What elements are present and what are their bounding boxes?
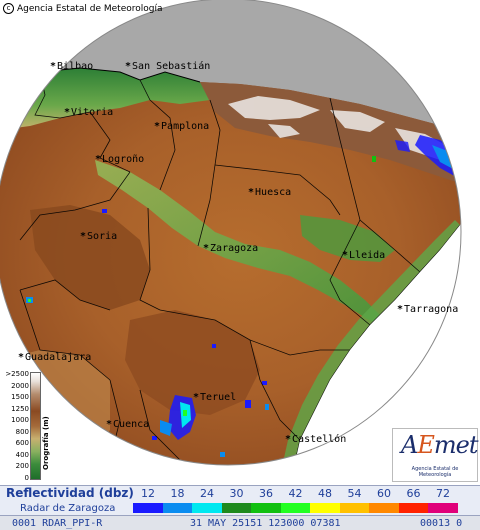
orography-tick: 0 <box>24 474 29 482</box>
radar-map <box>0 0 462 466</box>
city-name: Soria <box>87 231 118 242</box>
radar-range-ring <box>0 0 462 466</box>
city-marker-icon: * <box>397 304 404 315</box>
orography-scale: >2500 2000 1500 1250 1000 800 600 400 200 0 Orogr… <box>2 370 52 482</box>
legend-level-value: 42 <box>288 487 303 500</box>
legend-subtitle: Radar de Zaragoza <box>20 503 116 514</box>
city-marker-icon: * <box>18 352 25 363</box>
legend-color-swatch <box>192 503 222 513</box>
legend-title: Reflectividad (dbz) <box>6 486 134 500</box>
city-label: *Guadalajara <box>18 353 91 363</box>
city-marker-icon: * <box>106 419 113 430</box>
orography-color-bar <box>30 372 41 480</box>
legend-level-value: 30 <box>229 487 244 500</box>
city-name: Castellón <box>292 434 347 445</box>
orography-label: Orografía (m) <box>42 416 50 470</box>
credit-text: Agencia Estatal de Meteorología <box>17 3 163 14</box>
legend-color-swatch <box>428 503 458 513</box>
orography-tick: 2000 <box>11 381 29 390</box>
status-product: 0001 RDAR_PPI-R <box>12 518 103 529</box>
orography-tick: 400 <box>15 450 29 459</box>
legend-color-swatch <box>162 503 193 513</box>
orography-tick: 200 <box>15 462 29 471</box>
city-name: Pamplona <box>161 121 210 132</box>
city-label: *Huesca <box>248 188 291 198</box>
status-bar: 0001 RDAR_PPI-R 31 MAY 25151 123000 0738… <box>0 515 480 530</box>
legend-level-value: 72 <box>436 487 450 500</box>
legend-level-value: 66 <box>406 487 421 500</box>
city-label: *Cuenca <box>106 420 149 430</box>
aemet-logo-subtitle: Agencia Estatal de Meteorología <box>411 466 459 478</box>
copyright-credit: c Agencia Estatal de Meteorología <box>3 3 163 14</box>
orography-tick: 1000 <box>11 416 29 425</box>
legend-color-swatch <box>133 503 163 513</box>
city-label: *Lleida <box>342 251 385 261</box>
orography-tick: 800 <box>15 427 29 436</box>
copyright-icon: c <box>3 3 14 14</box>
orography-tick: 600 <box>15 439 29 448</box>
city-marker-icon: * <box>342 250 349 261</box>
legend-level-value: 36 <box>259 487 273 500</box>
city-marker-icon: * <box>64 107 71 118</box>
legend-level-value: 60 <box>377 487 391 500</box>
city-name: Lleida <box>349 250 386 261</box>
legend-level-value: 48 <box>318 487 332 500</box>
city-label: *Vitoria <box>64 108 113 118</box>
city-name: Huesca <box>255 187 292 198</box>
city-marker-icon: * <box>285 434 292 445</box>
legend-color-swatch <box>398 503 429 513</box>
legend-level-value: 12 <box>141 487 155 500</box>
city-name: Tarragona <box>404 304 459 315</box>
aemet-logo: AEmet Agencia Estatal de Meteorología <box>392 428 478 482</box>
reflectivity-legend: Reflectividad (dbz) Radar de Zaragoza 12… <box>0 485 480 516</box>
city-label: *Logroño <box>95 155 144 165</box>
cantabrian-hills <box>0 68 210 130</box>
legend-level-value: 54 <box>347 487 362 500</box>
city-label: *Castellón <box>285 435 346 445</box>
city-label: *Teruel <box>193 393 236 403</box>
city-name: San Sebastián <box>132 61 211 72</box>
city-marker-icon: * <box>154 121 161 132</box>
status-datetime: 31 MAY 25151 123000 07381 <box>190 518 341 529</box>
legend-color-swatch <box>221 503 252 513</box>
city-name: Zaragoza <box>210 243 259 254</box>
city-name: Logroño <box>102 154 145 165</box>
city-name: Vitoria <box>71 107 114 118</box>
city-name: Bilbao <box>57 61 94 72</box>
legend-level-value: 18 <box>170 487 185 500</box>
orography-tick: 1500 <box>11 393 29 402</box>
legend-level-value: 24 <box>200 487 214 500</box>
legend-color-swatch <box>339 503 370 513</box>
city-name: Teruel <box>200 392 237 403</box>
city-marker-icon: * <box>50 61 57 72</box>
city-marker-icon: * <box>193 392 200 403</box>
legend-color-swatch <box>251 503 281 513</box>
city-marker-icon: * <box>125 61 132 72</box>
city-label: *Zaragoza <box>203 244 258 254</box>
legend-color-swatch <box>369 503 399 513</box>
city-label: *Pamplona <box>154 122 209 132</box>
status-code: 00013 0 <box>420 518 463 529</box>
orography-tick: >2500 <box>5 370 29 378</box>
city-label: *Bilbao <box>50 62 93 72</box>
city-name: Guadalajara <box>25 352 92 363</box>
orography-tick: 1250 <box>11 404 29 413</box>
legend-color-swatch <box>280 503 311 513</box>
city-marker-icon: * <box>203 243 210 254</box>
lleida-plain <box>300 215 395 262</box>
city-name: Cuenca <box>113 419 150 430</box>
city-label: *San Sebastián <box>125 62 210 72</box>
city-marker-icon: * <box>95 154 102 165</box>
ebro-valley <box>95 160 380 322</box>
city-marker-icon: * <box>248 187 255 198</box>
city-marker-icon: * <box>80 231 87 242</box>
city-label: *Soria <box>80 232 117 242</box>
teruel-highlands <box>125 310 260 415</box>
aemet-logo-mark: AEmet <box>401 431 478 459</box>
mediterranean-coast <box>278 220 460 465</box>
legend-color-swatch <box>310 503 340 513</box>
city-label: *Tarragona <box>397 305 458 315</box>
province-borders <box>19 71 441 465</box>
